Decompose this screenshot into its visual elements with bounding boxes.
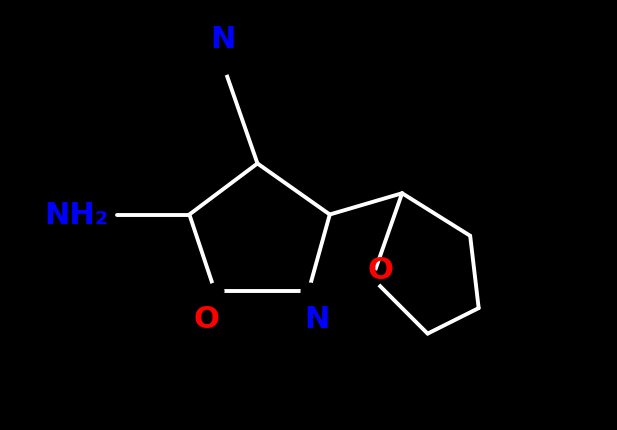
- Text: O: O: [194, 304, 219, 333]
- Text: N: N: [304, 304, 329, 333]
- Text: O: O: [368, 256, 394, 285]
- Text: N: N: [211, 25, 236, 54]
- Text: NH₂: NH₂: [44, 200, 109, 230]
